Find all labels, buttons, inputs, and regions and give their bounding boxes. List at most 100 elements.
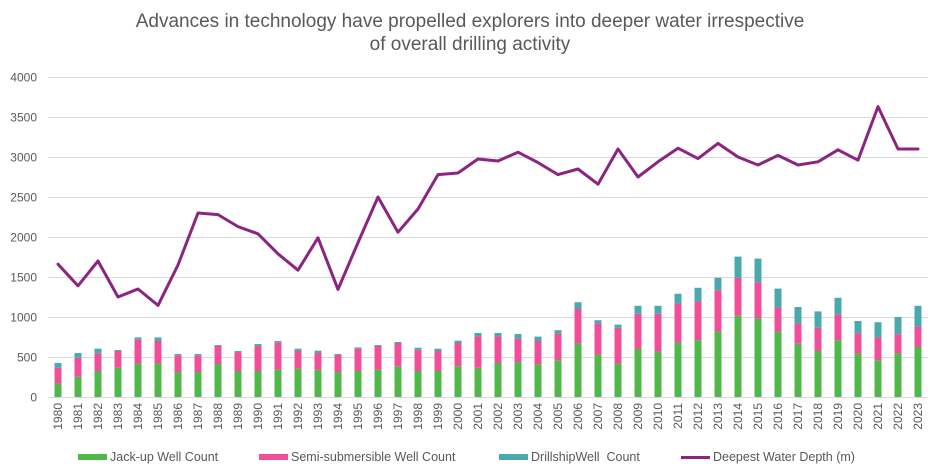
bar-drillship-1983 <box>114 350 122 351</box>
y-tick-label: 0 <box>30 391 37 405</box>
x-tick-label: 2016 <box>771 403 785 430</box>
bar-drillship-1990 <box>254 344 262 347</box>
bar-stack-1984 <box>134 337 142 397</box>
x-tick-label: 2011 <box>671 403 685 429</box>
x-tick-label: 1994 <box>331 403 345 430</box>
bar-drillship-2022 <box>894 317 902 335</box>
bar-drillship-1998 <box>414 347 422 350</box>
bar-jackup-2017 <box>794 343 802 397</box>
bar-drillship-1994 <box>334 354 342 355</box>
bar-stack-2009 <box>634 305 642 397</box>
bar-semisub-1999 <box>434 351 442 371</box>
bar-semisub-2023 <box>914 326 922 347</box>
bar-jackup-1991 <box>274 369 282 397</box>
bar-semisub-1993 <box>314 353 322 370</box>
x-tick-label: 1985 <box>151 403 165 430</box>
bar-jackup-2020 <box>854 353 862 397</box>
bar-semisub-2001 <box>474 336 482 368</box>
bar-stack-1994 <box>334 354 342 397</box>
chart-title-line-1: Advances in technology have propelled ex… <box>135 11 805 32</box>
bar-semisub-1984 <box>134 339 142 364</box>
bar-jackup-1983 <box>114 367 122 397</box>
x-tick-label: 1980 <box>51 403 65 430</box>
bar-jackup-2001 <box>474 367 482 397</box>
x-tick-label: 1995 <box>351 403 365 430</box>
bar-semisub-2015 <box>754 282 762 319</box>
bar-semisub-1989 <box>234 352 242 371</box>
bar-jackup-1986 <box>174 372 182 397</box>
y-axis-ticks: 0 500 1000 1500 2000 2500 3000 3500 4000 <box>10 71 37 405</box>
bar-jackup-2013 <box>714 331 722 397</box>
x-tick-label: 1988 <box>211 403 225 430</box>
bar-semisub-1991 <box>274 342 282 370</box>
line-deepest-water-depth <box>56 105 920 307</box>
y-tick-label: 2000 <box>10 231 37 245</box>
bar-stack-2023 <box>914 305 922 397</box>
bar-jackup-2003 <box>514 362 522 397</box>
bar-semisub-2020 <box>854 333 862 354</box>
bar-drillship-2018 <box>814 311 822 328</box>
bar-drillship-2019 <box>834 297 842 315</box>
bar-semisub-2000 <box>454 343 462 367</box>
bar-stack-1987 <box>194 354 202 397</box>
bar-semisub-2016 <box>774 307 782 332</box>
x-tick-label: 1981 <box>71 403 85 430</box>
bar-drillship-1996 <box>374 345 382 347</box>
bar-drillship-2016 <box>774 288 782 308</box>
bar-drillship-1995 <box>354 347 362 349</box>
x-tick-label: 2005 <box>551 403 565 430</box>
bar-stack-1986 <box>174 354 182 397</box>
bar-stack-2013 <box>714 277 722 397</box>
x-tick-label: 2007 <box>591 403 605 430</box>
bar-stack-2020 <box>854 321 862 397</box>
x-tick-label: 2003 <box>511 403 525 430</box>
bar-drillship-2000 <box>454 340 462 343</box>
bar-semisub-2008 <box>614 327 622 364</box>
bar-drillship-2020 <box>854 321 862 334</box>
x-tick-label: 1984 <box>131 403 145 430</box>
bar-drillship-2008 <box>614 324 622 328</box>
bar-drillship-2017 <box>794 307 802 324</box>
bar-jackup-2016 <box>774 331 782 397</box>
bar-jackup-2005 <box>554 360 562 397</box>
x-tick-label: 2020 <box>851 403 865 430</box>
bar-semisub-1994 <box>334 355 342 373</box>
bar-jackup-1984 <box>134 363 142 397</box>
legend-swatch-jackup <box>78 454 107 460</box>
bar-semisub-1980 <box>54 367 62 384</box>
bar-semisub-1988 <box>214 346 222 365</box>
bar-jackup-2018 <box>814 351 822 397</box>
bar-jackup-1985 <box>154 363 162 397</box>
bar-stack-1998 <box>414 347 422 397</box>
bar-stack-2015 <box>754 258 762 397</box>
bar-semisub-2018 <box>814 327 822 351</box>
bar-drillship-2013 <box>714 277 722 291</box>
bar-stack-1988 <box>214 345 222 397</box>
bars <box>54 256 922 397</box>
bar-jackup-2007 <box>594 354 602 397</box>
bar-stack-1989 <box>234 351 242 397</box>
x-tick-label: 2008 <box>611 403 625 430</box>
bar-jackup-2019 <box>834 340 842 397</box>
bar-semisub-1995 <box>354 348 362 371</box>
bar-semisub-1997 <box>394 343 402 367</box>
bar-jackup-2009 <box>634 349 642 397</box>
bar-jackup-2014 <box>734 315 742 397</box>
y-tick-label: 4000 <box>10 71 37 85</box>
bar-semisub-1992 <box>294 350 302 369</box>
bar-stack-1993 <box>314 350 322 397</box>
legend: Jack-up Well Count Semi-submersible Well… <box>0 448 940 466</box>
legend-item-depth: Deepest Water Depth (m) <box>681 448 855 466</box>
bar-semisub-2002 <box>494 336 502 363</box>
bar-drillship-1999 <box>434 348 442 351</box>
bar-drillship-2012 <box>694 287 702 302</box>
x-tick-label: 1991 <box>271 403 285 430</box>
x-tick-label: 2018 <box>811 403 825 430</box>
legend-swatch-drillship <box>499 454 528 460</box>
bar-drillship-1991 <box>274 341 282 343</box>
x-tick-label: 2010 <box>651 403 665 430</box>
bar-jackup-2010 <box>654 351 662 397</box>
bar-jackup-1988 <box>214 364 222 397</box>
x-tick-label: 1987 <box>191 403 205 430</box>
bar-semisub-1981 <box>74 357 82 377</box>
